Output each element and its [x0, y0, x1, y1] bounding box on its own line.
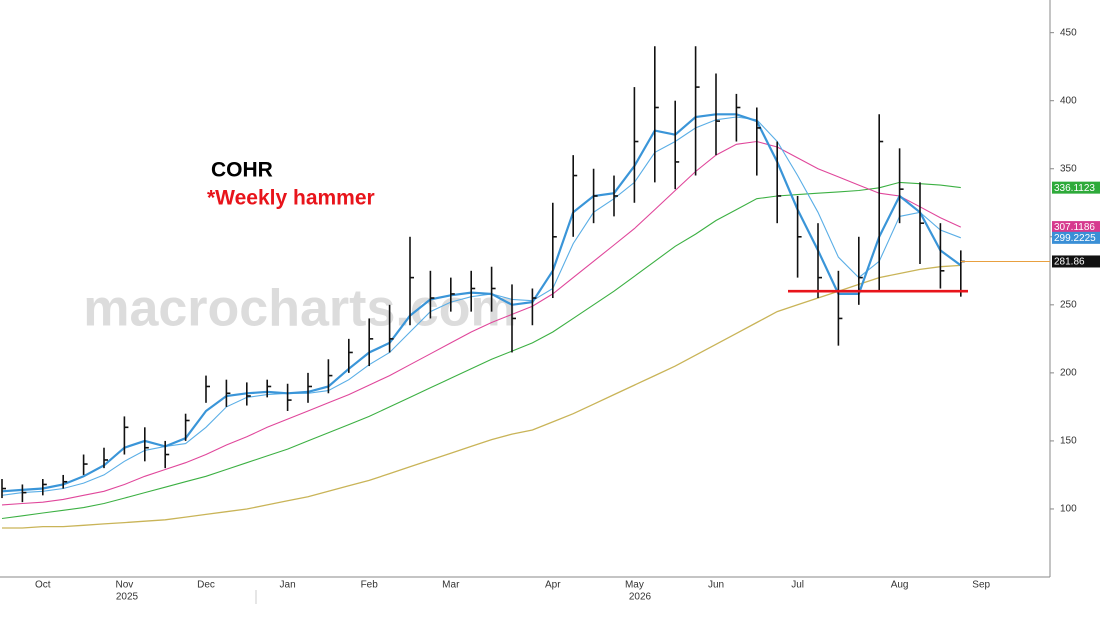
x-tick-label: Nov: [116, 580, 134, 591]
series-last-value-box: [1052, 181, 1100, 194]
x-tick-label: Jan: [280, 580, 296, 591]
x-tick-label: Dec: [197, 580, 215, 591]
moving-average-line: [1, 181, 961, 520]
x-tick-label: Sep: [972, 580, 990, 591]
x-tick-label: Apr: [545, 580, 561, 591]
watermark: macrocharts.com: [83, 280, 517, 338]
y-tick-label: 400: [1060, 95, 1077, 106]
x-tick-label: May: [625, 580, 644, 591]
y-tick-label: 150: [1060, 436, 1077, 447]
moving-average-line: [2, 264, 961, 529]
x-tick-label: Mar: [442, 580, 460, 591]
moving-average-line: [1, 140, 962, 506]
moving-average-line: [1, 116, 961, 496]
last-price-label-box: [1052, 255, 1100, 268]
moving-average-line: [1, 113, 962, 493]
series-last-value: 336.1123: [1054, 183, 1095, 194]
chart-subtitle: *Weekly hammer: [207, 187, 375, 210]
y-tick-label: 100: [1060, 504, 1077, 515]
y-tick-label: 350: [1060, 163, 1077, 174]
x-tick-label: Aug: [891, 580, 909, 591]
y-tick-label: 450: [1060, 27, 1077, 38]
x-tick-label: Jul: [791, 580, 804, 591]
x-tick-label: Feb: [361, 580, 379, 591]
year-label: 2025: [116, 592, 139, 603]
series-last-value-box: [1052, 231, 1100, 244]
plot-area: [1, 46, 968, 529]
last-price-label: 281.86: [1054, 257, 1085, 268]
x-tick-label: Oct: [35, 580, 51, 591]
year-label: 2026: [629, 592, 652, 603]
series-last-value: 299.2225: [1054, 233, 1096, 244]
series-last-value: 307.1186: [1054, 222, 1095, 233]
x-tick-label: Jun: [708, 580, 724, 591]
y-tick-label: 200: [1060, 368, 1077, 379]
y-tick-label: 250: [1060, 299, 1077, 310]
series-last-value-box: [1052, 221, 1100, 234]
chart-title: COHR: [211, 159, 273, 182]
